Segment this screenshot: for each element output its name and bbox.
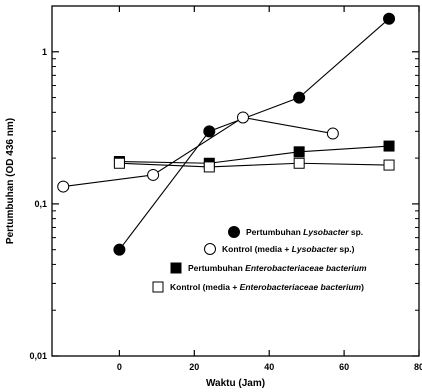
legend-marker-3 [170, 262, 182, 274]
y-tick-label: 0,1 [34, 199, 47, 209]
legend-label-1: Pertumbuhan Lysobacter sp. [246, 227, 363, 237]
data-point-s3 [383, 140, 395, 152]
data-point-s1 [293, 91, 306, 104]
data-point-s3 [293, 146, 305, 158]
y-tick-label: 0,01 [29, 351, 47, 361]
data-point-s2 [326, 127, 339, 140]
data-point-s1 [383, 12, 396, 25]
x-tick-label: 20 [189, 362, 199, 372]
legend-label-4: Kontrol (media + Enterobacteriaceae bact… [170, 282, 364, 292]
legend-label-3: Pertumbuhan Enterobacteriaceae bacterium [188, 263, 367, 273]
y-tick-label: 1 [42, 47, 47, 57]
legend-marker-1 [228, 226, 240, 238]
data-point-s4 [383, 159, 395, 171]
legend-marker-2 [204, 243, 216, 255]
series-line-1 [118, 18, 390, 251]
data-point-s4 [113, 157, 125, 169]
data-point-s2 [57, 180, 70, 193]
x-tick-label: 80 [414, 362, 422, 372]
y-axis-title: Pertumbuhan (OD 436 nm) [5, 118, 16, 244]
series-line-4 [119, 162, 390, 168]
x-tick-label: 40 [264, 362, 274, 372]
legend-label-2: Kontrol (media + Lysobacter sp.) [222, 244, 355, 254]
data-point-s4 [293, 157, 305, 169]
x-axis-title: Waktu (Jam) [206, 378, 265, 389]
data-point-s2 [236, 111, 249, 124]
x-tick-label: 0 [117, 362, 122, 372]
legend-marker-4 [152, 281, 164, 293]
series-line-3 [119, 145, 390, 164]
data-point-s2 [147, 168, 160, 181]
data-point-s1 [203, 125, 216, 138]
data-point-s4 [203, 161, 215, 173]
data-point-s1 [113, 243, 126, 256]
plot-frame [51, 5, 420, 357]
x-tick-label: 60 [339, 362, 349, 372]
series-line-2 [63, 116, 333, 188]
